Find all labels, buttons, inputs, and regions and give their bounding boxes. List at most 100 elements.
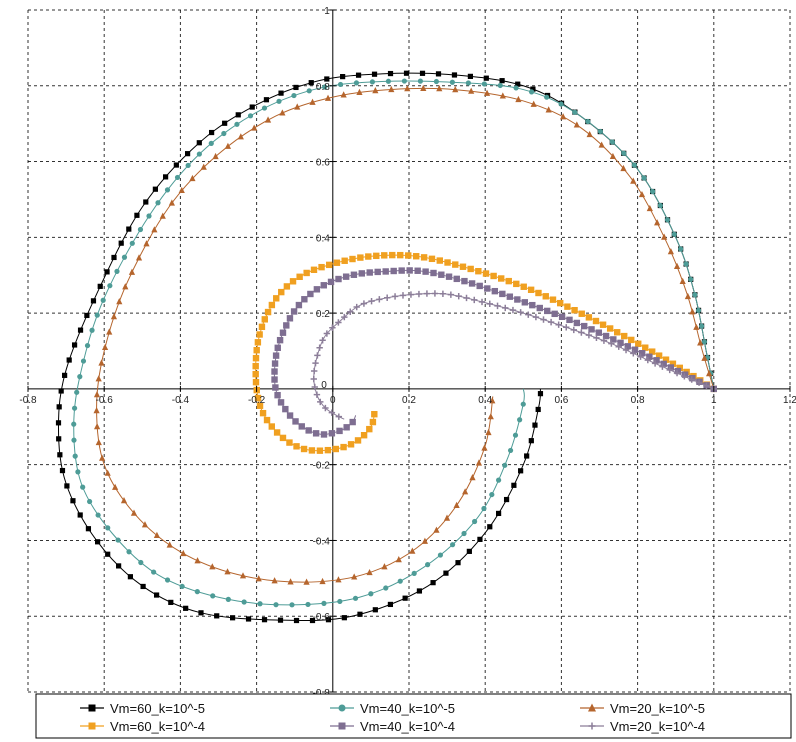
data-point <box>340 91 347 98</box>
data-point <box>237 133 244 140</box>
data-point <box>513 280 520 288</box>
data-point <box>335 576 342 583</box>
data-point <box>544 307 551 315</box>
data-point <box>573 319 581 327</box>
data-point <box>349 255 356 263</box>
data-point <box>615 343 622 350</box>
data-point <box>613 329 621 336</box>
data-point <box>234 121 240 127</box>
data-point <box>451 72 458 78</box>
data-point <box>212 152 219 160</box>
data-point <box>316 447 324 454</box>
data-point <box>317 398 324 406</box>
data-point <box>95 375 102 382</box>
data-point <box>247 113 254 119</box>
data-point <box>126 226 132 232</box>
data-point <box>309 617 316 624</box>
legend-entry: Vm=40_k=10^-4 <box>330 719 455 734</box>
data-point <box>273 429 281 436</box>
data-point <box>398 267 405 274</box>
data-point <box>483 75 489 81</box>
data-point <box>638 190 646 198</box>
data-point <box>116 563 122 569</box>
data-point <box>557 299 564 307</box>
data-point <box>271 368 278 375</box>
data-point <box>360 300 368 307</box>
y-tick-label: 0.4 <box>316 233 330 244</box>
data-point <box>513 85 519 91</box>
data-point <box>573 121 580 128</box>
data-point <box>84 342 91 349</box>
data-point <box>365 253 372 260</box>
data-point <box>414 267 421 274</box>
series-layer <box>55 70 717 624</box>
data-point <box>110 313 118 320</box>
data-point <box>688 276 694 282</box>
data-point <box>80 484 86 490</box>
data-point <box>600 337 608 344</box>
data-point <box>104 269 110 275</box>
data-point <box>256 331 263 338</box>
data-point <box>137 226 144 233</box>
data-point <box>487 524 493 530</box>
data-point <box>423 290 431 297</box>
data-point <box>635 340 642 347</box>
data-point <box>437 552 444 558</box>
data-point <box>467 265 474 273</box>
data-point <box>366 425 373 433</box>
data-point <box>268 301 276 309</box>
data-point <box>335 319 342 326</box>
data-point <box>644 356 652 364</box>
data-point <box>357 611 363 617</box>
data-point <box>152 186 158 192</box>
data-point <box>452 261 459 268</box>
data-point <box>292 418 299 425</box>
y-tick-label: 0.6 <box>316 158 330 169</box>
data-point <box>352 595 359 601</box>
data-point <box>505 277 512 285</box>
data-point <box>155 200 161 206</box>
data-point <box>287 578 294 585</box>
data-point <box>540 316 547 323</box>
data-point <box>257 601 263 607</box>
data-point <box>383 294 391 301</box>
data-point <box>630 350 637 357</box>
data-point <box>593 334 600 342</box>
legend-marker <box>338 722 346 730</box>
data-point <box>435 71 442 77</box>
data-point <box>406 267 413 274</box>
data-point <box>303 578 310 585</box>
data-point <box>502 304 509 312</box>
data-point <box>77 374 83 380</box>
data-point <box>98 359 105 366</box>
legend-marker <box>588 703 596 712</box>
data-point <box>681 373 688 380</box>
data-point <box>62 372 68 378</box>
data-point <box>475 459 483 466</box>
data-point <box>151 226 158 233</box>
data-point <box>305 601 311 608</box>
data-point <box>371 410 378 418</box>
data-point <box>168 599 174 605</box>
data-point <box>56 436 62 442</box>
data-point <box>497 82 503 89</box>
data-point <box>621 150 627 156</box>
data-point <box>478 298 486 306</box>
data-point <box>200 163 207 170</box>
data-point <box>653 357 660 364</box>
data-point <box>253 346 260 354</box>
data-point <box>256 402 264 409</box>
data-point <box>95 438 102 446</box>
data-point <box>328 430 336 437</box>
data-point <box>608 340 615 347</box>
legend-marker <box>88 722 96 730</box>
data-point <box>495 510 502 517</box>
data-point <box>387 601 394 608</box>
data-point <box>254 339 262 346</box>
data-point <box>397 251 404 259</box>
data-point <box>322 84 328 90</box>
data-point <box>241 599 247 605</box>
data-point <box>597 128 604 135</box>
data-point <box>342 273 350 280</box>
data-point <box>374 268 381 276</box>
